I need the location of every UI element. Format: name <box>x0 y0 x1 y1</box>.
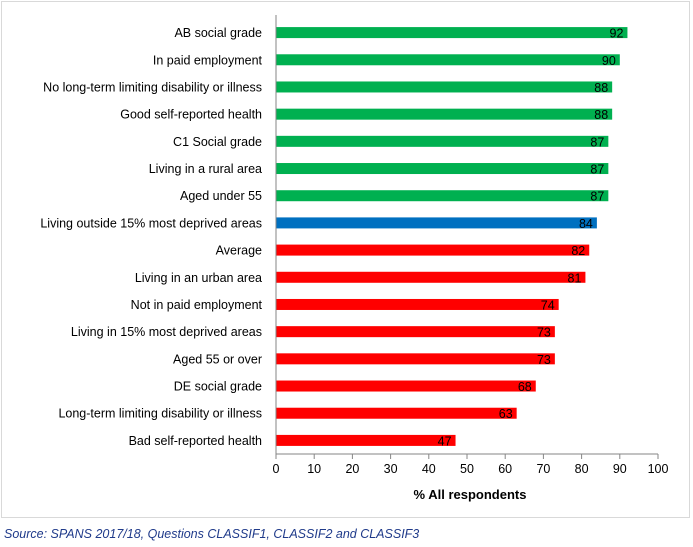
x-tick-label: 40 <box>422 462 436 476</box>
x-tick-label: 80 <box>575 462 589 476</box>
bar <box>276 190 609 202</box>
bar <box>276 135 609 147</box>
value-label: 63 <box>499 407 513 421</box>
category-label: Living in 15% most deprived areas <box>71 325 262 339</box>
x-axis-title: % All respondents <box>414 487 527 502</box>
x-tick-label: 70 <box>536 462 550 476</box>
source-note: Source: SPANS 2017/18, Questions CLASSIF… <box>4 527 420 541</box>
value-label: 90 <box>602 54 616 68</box>
category-label: Average <box>216 244 262 258</box>
bar <box>276 81 613 93</box>
category-label: Good self-reported health <box>120 108 262 122</box>
bar <box>276 353 555 365</box>
x-tick-label: 100 <box>648 462 669 476</box>
category-label: Living in a rural area <box>149 162 262 176</box>
x-tick-label: 60 <box>498 462 512 476</box>
category-label: DE social grade <box>174 380 262 394</box>
value-label: 73 <box>537 326 551 340</box>
x-tick-label: 30 <box>384 462 398 476</box>
value-label: 88 <box>594 108 608 122</box>
value-labels: 92 90 88 88 87 87 87 84 82 81 74 73 73 68 63 47 <box>438 27 624 449</box>
category-label: AB social grade <box>174 26 262 40</box>
bar <box>276 27 628 39</box>
value-label: 87 <box>590 163 604 177</box>
bar <box>276 163 609 175</box>
category-label: Long-term limiting disability or illness <box>58 407 262 421</box>
category-label: C1 Social grade <box>173 135 262 149</box>
value-label: 68 <box>518 380 532 394</box>
x-tick-label: 0 <box>273 462 280 476</box>
category-label: In paid employment <box>153 53 263 67</box>
category-label: Bad self-reported health <box>129 434 262 448</box>
x-tick-label: 90 <box>613 462 627 476</box>
category-label: No long-term limiting disability or illn… <box>43 80 262 94</box>
category-label: Living outside 15% most deprived areas <box>40 216 262 230</box>
bar <box>276 434 456 446</box>
value-label: 47 <box>438 434 452 448</box>
bar <box>276 271 586 283</box>
x-tick-label: 50 <box>460 462 474 476</box>
x-tick-label: 10 <box>307 462 321 476</box>
value-label: 74 <box>541 298 555 312</box>
value-label: 92 <box>610 27 624 41</box>
category-label: Living in an urban area <box>135 271 262 285</box>
bar <box>276 54 620 66</box>
value-label: 82 <box>571 244 585 258</box>
category-label: Aged under 55 <box>180 189 262 203</box>
value-label: 84 <box>579 217 593 231</box>
bar <box>276 326 555 338</box>
bar <box>276 380 536 392</box>
value-label: 73 <box>537 353 551 367</box>
bar <box>276 217 597 229</box>
x-axis: 0 10 20 30 40 50 60 70 80 90 100 <box>273 15 669 476</box>
category-labels: AB social grade In paid employment No long… <box>40 26 262 448</box>
category-label: Aged 55 or over <box>173 352 262 366</box>
value-label: 81 <box>568 271 582 285</box>
bars-group <box>276 27 628 446</box>
category-label: Not in paid employment <box>131 298 263 312</box>
value-label: 88 <box>594 81 608 95</box>
bar <box>276 298 559 310</box>
bar <box>276 244 590 256</box>
value-label: 87 <box>590 135 604 149</box>
bar <box>276 108 613 120</box>
x-tick-label: 20 <box>345 462 359 476</box>
bar <box>276 407 517 419</box>
value-label: 87 <box>590 190 604 204</box>
